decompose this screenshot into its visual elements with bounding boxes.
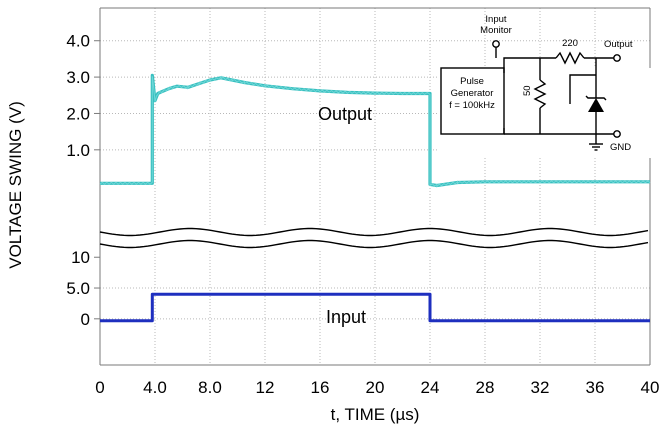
tick-labels: 0 4.0 8.0 12 16 20 24 28 32 36 40 1.0 2.0 3.0 4.0 0 5.0 1… bbox=[66, 32, 659, 397]
x-axis-title: t, TIME (µs) bbox=[331, 405, 420, 424]
gnd-terminal bbox=[613, 130, 621, 138]
x-tick-label: 20 bbox=[366, 378, 385, 397]
axis-break bbox=[99, 226, 649, 250]
output-terminal bbox=[613, 54, 621, 62]
pulse-generator-line3: f = 100kHz bbox=[449, 100, 495, 111]
input-monitor-label-line2: Monitor bbox=[480, 25, 512, 36]
input-series-line bbox=[100, 292, 650, 323]
y-tick-label: 2.0 bbox=[66, 104, 90, 123]
pulse-generator-line2: Generator bbox=[451, 88, 494, 99]
y-tick-label: 0 bbox=[81, 310, 90, 329]
input-trace-label: Input bbox=[326, 307, 366, 327]
x-tick-label: 40 bbox=[641, 378, 660, 397]
x-tick-label: 0 bbox=[95, 378, 104, 397]
gridlines bbox=[100, 8, 650, 365]
x-tick-label: 12 bbox=[256, 378, 275, 397]
x-tick-label: 32 bbox=[531, 378, 550, 397]
plot-frame bbox=[99, 7, 651, 366]
x-tick-label: 16 bbox=[311, 378, 330, 397]
y-tick-label: 4.0 bbox=[66, 32, 90, 51]
shunt-resistor-label: 50 bbox=[522, 85, 533, 96]
series-resistor-220 bbox=[555, 51, 585, 65]
y-tick-label: 5.0 bbox=[66, 279, 90, 298]
output-trace-label: Output bbox=[318, 104, 372, 124]
input-monitor-terminal bbox=[492, 40, 500, 48]
output-series-noise bbox=[99, 75, 651, 188]
pulse-generator-line1: Pulse bbox=[460, 76, 484, 87]
test-circuit-schematic: Input Monitor Pulse Generator f = 100kHz… bbox=[437, 14, 660, 158]
series-layer bbox=[99, 73, 651, 323]
y-tick-label: 10 bbox=[71, 248, 90, 267]
y-tick-label: 3.0 bbox=[66, 68, 90, 87]
x-tick-label: 36 bbox=[586, 378, 605, 397]
y-axis-title: VOLTAGE SWING (V) bbox=[6, 101, 25, 269]
x-tick-label: 8.0 bbox=[198, 378, 222, 397]
input-monitor-label-line1: Input bbox=[485, 14, 506, 25]
shunt-resistor-50 bbox=[533, 79, 547, 109]
y-tick-label: 1.0 bbox=[66, 141, 90, 160]
ground-icon bbox=[589, 143, 603, 151]
x-tick-label: 24 bbox=[421, 378, 440, 397]
output-terminal-label: Output bbox=[604, 39, 633, 50]
pulse-generator-box bbox=[440, 67, 505, 135]
x-tick-label: 28 bbox=[476, 378, 495, 397]
gnd-label: GND bbox=[610, 142, 631, 153]
x-tick-label: 4.0 bbox=[143, 378, 167, 397]
zener-diode bbox=[588, 98, 604, 112]
series-resistor-label: 220 bbox=[562, 38, 578, 49]
